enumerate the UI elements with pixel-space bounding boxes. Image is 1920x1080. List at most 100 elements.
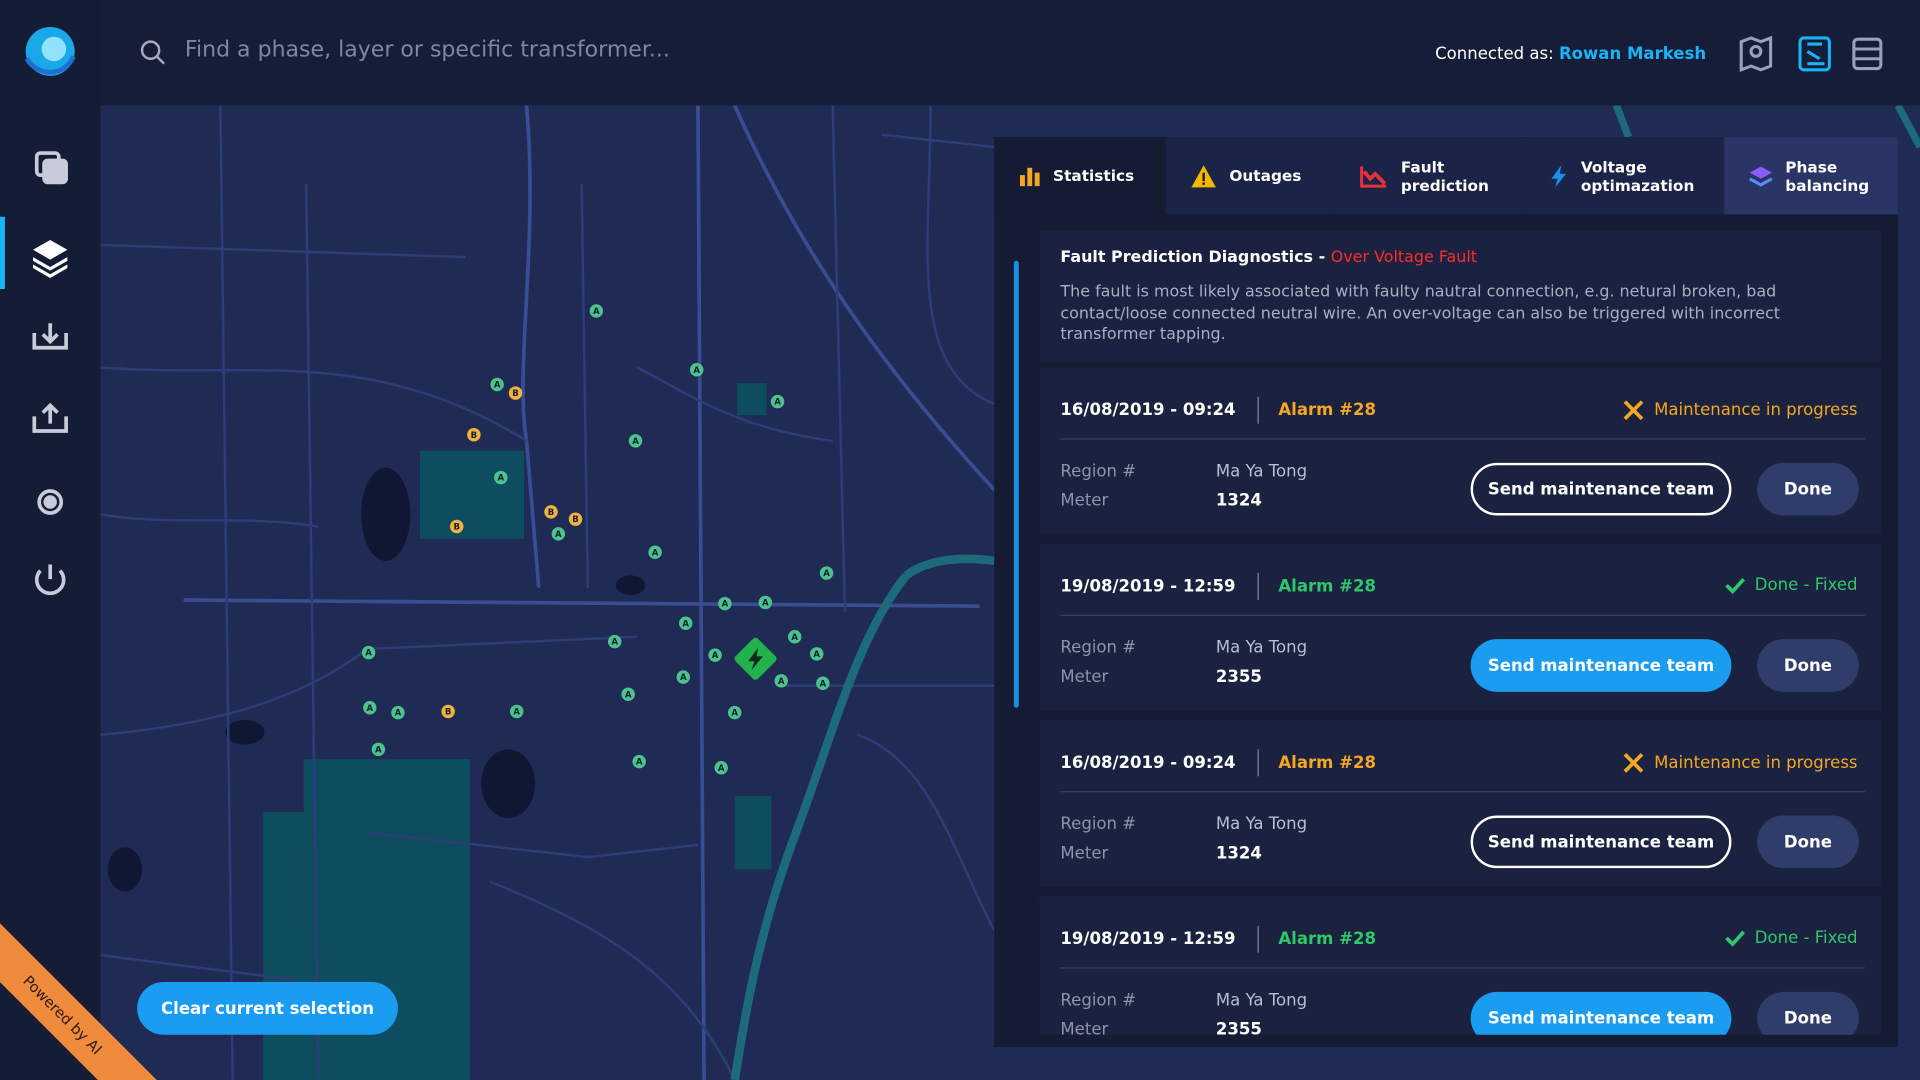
tab-icon: [1359, 163, 1388, 188]
meter-value: 1324: [1215, 843, 1262, 864]
map-marker[interactable]: B: [568, 512, 583, 526]
map-marker[interactable]: A: [589, 304, 604, 318]
marker-label: A: [555, 530, 562, 540]
alarm-id: Alarm #28: [1278, 400, 1376, 421]
map-marker[interactable]: B: [467, 427, 481, 442]
marker-label: A: [774, 398, 781, 408]
marker-dot: [568, 512, 583, 526]
marker-dot: [490, 377, 504, 392]
marker-dot: [727, 705, 742, 720]
fault-type: Over Voltage Fault: [1330, 248, 1478, 267]
map-marker[interactable]: A: [607, 634, 622, 649]
map-marker[interactable]: A: [690, 363, 704, 377]
map-marker[interactable]: A: [371, 742, 386, 757]
meter-label: Meter: [1060, 843, 1109, 864]
map-marker[interactable]: A: [770, 394, 785, 409]
marker-dot: [810, 647, 824, 661]
tab-icon: [1019, 165, 1041, 187]
marker-label: B: [572, 515, 579, 525]
map-marker[interactable]: A: [819, 566, 834, 580]
tab[interactable]: Outages: [1165, 137, 1335, 215]
marker-dot: [770, 394, 785, 409]
marker-dot: [648, 545, 662, 559]
send-team-button[interactable]: Send maintenance team: [1470, 639, 1732, 692]
meter-value: 2355: [1215, 667, 1262, 687]
alarm-date: 19/08/2019 - 12:59: [1060, 576, 1236, 597]
map-marker[interactable]: A: [648, 545, 662, 559]
map-marker[interactable]: B: [441, 704, 455, 719]
marker-label: A: [680, 673, 687, 683]
done-button[interactable]: Done: [1757, 462, 1859, 516]
map-marker[interactable]: A: [714, 761, 728, 775]
map-marker[interactable]: A: [510, 704, 524, 719]
diagnostics-description: The fault is most likely associated with…: [1060, 282, 1781, 345]
tab[interactable]: Voltage optimazation: [1524, 137, 1725, 215]
tab[interactable]: Statistics: [994, 137, 1166, 215]
marker-dot: [819, 566, 834, 580]
tab[interactable]: Phase balancing: [1724, 137, 1898, 215]
search-input[interactable]: Find a phase, layer or specific transfor…: [184, 36, 670, 63]
map-marker[interactable]: B: [450, 519, 464, 534]
map-marker[interactable]: A: [787, 630, 802, 644]
send-team-button[interactable]: Send maintenance team: [1470, 815, 1732, 869]
map-marker[interactable]: B: [508, 386, 523, 400]
meter-label: Meter: [1060, 491, 1109, 511]
map-marker[interactable]: B: [544, 505, 558, 519]
marker-label: A: [820, 679, 827, 689]
marker-label: A: [791, 633, 798, 643]
done-button[interactable]: Done: [1757, 815, 1859, 869]
send-team-button[interactable]: Send maintenance team: [1470, 462, 1732, 516]
done-button[interactable]: Done: [1757, 639, 1859, 692]
connected-label: Connected as:: [1435, 44, 1554, 64]
map-marker[interactable]: A: [621, 687, 635, 702]
marker-dot: [508, 386, 523, 400]
marker-dot: [758, 595, 773, 610]
alarm-date: 16/08/2019 - 09:24: [1060, 400, 1236, 421]
status-text: Done - Fixed: [1754, 928, 1858, 948]
map-marker[interactable]: A: [361, 645, 376, 660]
map-marker[interactable]: A: [391, 705, 405, 720]
map-marker[interactable]: A: [490, 377, 504, 392]
map-marker[interactable]: A: [718, 596, 732, 611]
map-marker[interactable]: A: [494, 470, 508, 485]
region-value: Ma Ya Tong: [1215, 637, 1308, 658]
marker-label: A: [823, 569, 830, 579]
send-team-button[interactable]: Send maintenance team: [1470, 991, 1732, 1035]
user-name[interactable]: Rowan Markesh: [1558, 44, 1707, 64]
alarm-id: Alarm #28: [1278, 753, 1376, 773]
map-marker[interactable]: A: [816, 676, 830, 691]
marker-label: A: [366, 704, 373, 714]
done-button[interactable]: Done: [1757, 991, 1859, 1035]
marker-label: A: [365, 649, 372, 659]
map-marker[interactable]: A: [758, 595, 773, 610]
alarm-status: Done - Fixed: [1725, 928, 1858, 948]
status-text: Done - Fixed: [1754, 575, 1858, 596]
map-marker[interactable]: A: [678, 616, 693, 631]
map-marker[interactable]: A: [676, 670, 691, 684]
marker-label: A: [731, 709, 738, 719]
status-icon: [1725, 929, 1745, 947]
separator: [1060, 967, 1865, 969]
map-marker[interactable]: A: [632, 754, 646, 769]
view-icons[interactable]: [1734, 32, 1893, 76]
map-marker[interactable]: A: [363, 701, 377, 715]
map-marker[interactable]: A: [774, 674, 788, 688]
scrollbar[interactable]: [1013, 260, 1019, 708]
marker-dot: [816, 676, 830, 691]
tab[interactable]: Fault prediction: [1334, 137, 1525, 215]
marker-label: A: [497, 474, 504, 484]
clear-selection-button[interactable]: Clear current selection: [137, 982, 398, 1035]
map-marker[interactable]: A: [708, 648, 722, 662]
alarm-date: 19/08/2019 - 12:59: [1060, 929, 1236, 949]
region-label: Region #: [1060, 990, 1137, 1011]
map-marker[interactable]: A: [727, 705, 742, 720]
map-marker[interactable]: A: [810, 647, 824, 661]
map-marker[interactable]: A: [628, 434, 643, 448]
tab-icon: [1549, 163, 1569, 187]
map-marker[interactable]: A: [551, 527, 566, 541]
status-icon: [1622, 752, 1644, 774]
marker-label: A: [375, 745, 382, 755]
marker-dot: [690, 363, 704, 377]
alarm-status: Maintenance in progress: [1622, 752, 1858, 774]
